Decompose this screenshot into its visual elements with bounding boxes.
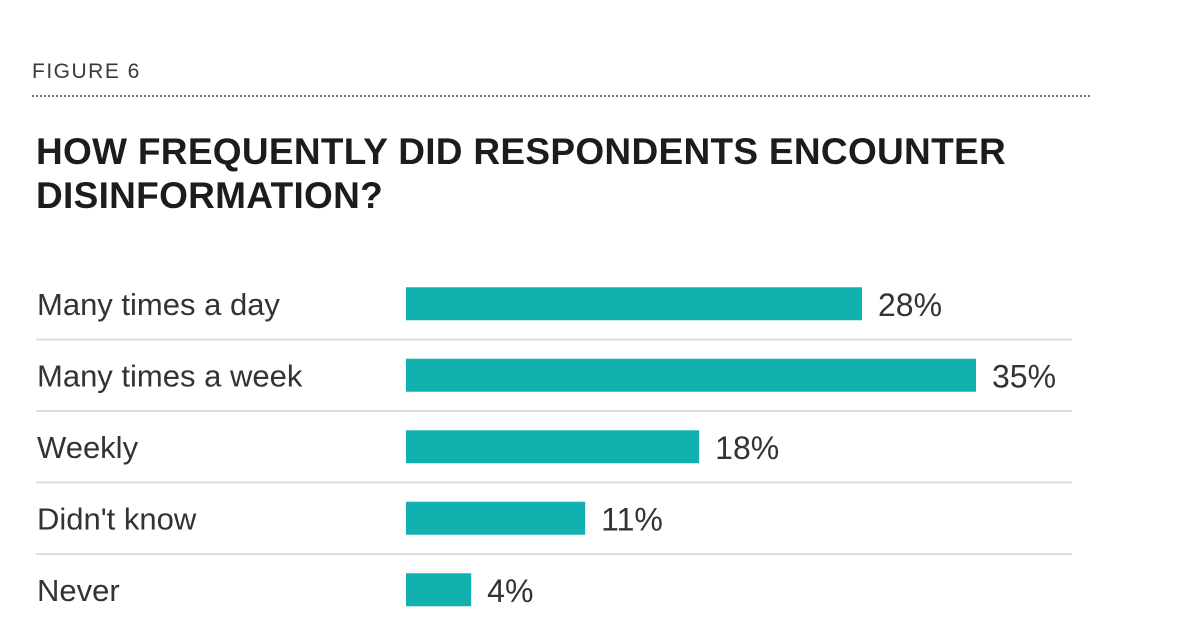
value-label: 11%: [601, 501, 663, 537]
bar: [406, 287, 862, 321]
value-label: 35%: [992, 358, 1056, 394]
figure-label: FIGURE 6: [32, 60, 141, 83]
bar: [406, 358, 976, 392]
category-label: Many times a week: [37, 358, 303, 393]
category-label: Didn't know: [37, 501, 197, 536]
dotted-divider: [32, 95, 1090, 97]
value-label: 28%: [878, 287, 942, 323]
value-label: 4%: [487, 573, 533, 609]
bar: [406, 430, 700, 464]
bar: [406, 573, 472, 607]
category-label: Never: [37, 573, 120, 608]
bar: [406, 501, 586, 535]
chart-title: HOW FREQUENTLY DID RESPONDENTS ENCOUNTER…: [36, 131, 1006, 216]
category-label: Weekly: [37, 430, 139, 465]
value-label: 18%: [715, 430, 779, 466]
category-label: Many times a day: [37, 287, 280, 322]
